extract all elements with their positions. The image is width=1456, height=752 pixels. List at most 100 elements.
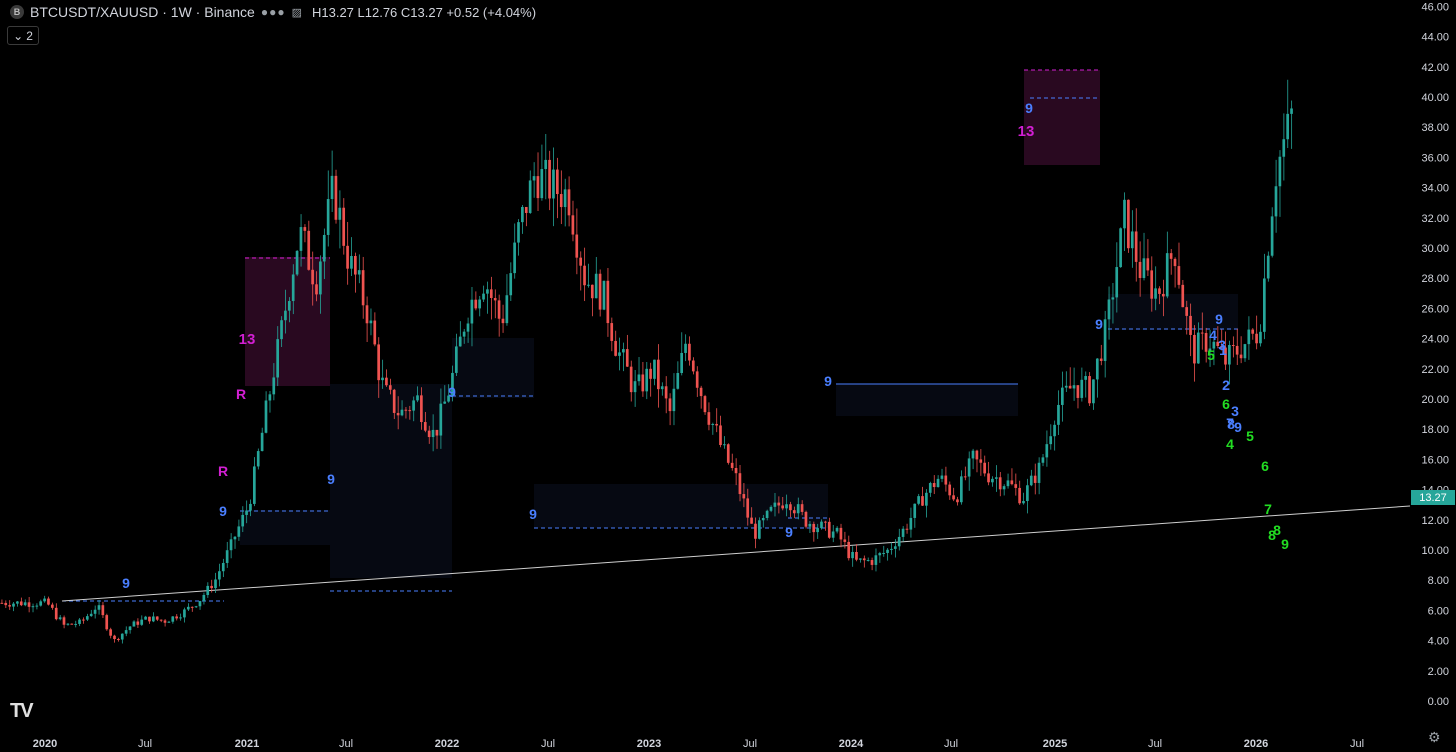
candle-body <box>1165 253 1169 297</box>
more-options-icon[interactable]: ●●● <box>260 5 286 19</box>
tradingview-logo-icon[interactable]: TV <box>10 700 34 722</box>
symbol-box[interactable]: B BTCUSDT/XAUUSD · 1W · Binance ●●● ▨ <box>6 4 306 20</box>
candle-body <box>1231 345 1235 347</box>
td-label: 9 <box>824 373 832 389</box>
candle-body <box>925 492 928 506</box>
candle-body <box>152 616 155 622</box>
candle-body <box>1092 379 1095 404</box>
gear-icon[interactable]: ⚙ <box>1428 729 1441 745</box>
candle-body <box>758 520 761 539</box>
visibility-icon[interactable]: ▨ <box>291 6 302 19</box>
td-label: 9 <box>1215 311 1223 327</box>
y-tick-label: 42.00 <box>1421 62 1449 74</box>
x-tick-label: 2020 <box>33 738 57 750</box>
candle-body <box>225 550 229 563</box>
td-zone <box>330 384 452 578</box>
candle-body <box>132 621 136 627</box>
candle-body <box>812 523 816 533</box>
td-label: 9 <box>1025 100 1033 116</box>
td-label: R <box>236 386 246 402</box>
candle-body <box>1146 258 1150 271</box>
candle-body <box>1189 315 1192 335</box>
candle-body <box>660 386 664 390</box>
candle-body <box>882 552 885 554</box>
candle-body <box>967 458 971 477</box>
symbol-title[interactable]: BTCUSDT/XAUUSD · 1W · Binance <box>30 4 255 20</box>
candle-body <box>944 475 948 485</box>
candle-body <box>478 299 481 309</box>
td-label: 7 <box>1226 415 1234 431</box>
candle-body <box>27 602 31 607</box>
y-tick-label: 8.00 <box>1428 575 1449 587</box>
candle-body <box>1111 297 1115 300</box>
candle-body <box>645 368 649 392</box>
candle-body <box>948 484 952 496</box>
x-tick-label: Jul <box>138 738 152 750</box>
candle-body <box>618 352 621 356</box>
candle-body <box>998 477 1002 490</box>
candle-body <box>1107 299 1111 320</box>
candle-body <box>575 234 579 258</box>
td-label: 9 <box>529 506 537 522</box>
candle-body <box>1212 341 1216 349</box>
y-tick-label: 32.00 <box>1421 213 1449 225</box>
candle-body <box>299 227 303 251</box>
candle-body <box>19 601 23 606</box>
candle-body <box>148 616 151 622</box>
candle-body <box>171 616 175 622</box>
candle-body <box>466 323 470 332</box>
candle-body <box>653 359 656 379</box>
candle-body <box>831 531 835 538</box>
candle-body <box>723 444 726 446</box>
candle-body <box>1270 216 1274 256</box>
td-label: 5 <box>1246 428 1254 444</box>
y-tick-label: 4.00 <box>1428 636 1449 648</box>
candle-body <box>994 477 998 479</box>
candle-body <box>237 526 241 537</box>
y-tick-label: 22.00 <box>1421 364 1449 376</box>
candle-body <box>155 616 159 620</box>
y-tick-label: 20.00 <box>1421 394 1449 406</box>
candle-body <box>377 344 380 381</box>
price-axis[interactable]: 0.002.004.006.008.0010.0012.0014.0016.00… <box>1421 1 1449 708</box>
candle-body <box>1278 156 1282 187</box>
td-label: 1 <box>1219 342 1227 358</box>
candle-body <box>1061 387 1064 405</box>
candle-body <box>893 546 897 549</box>
candle-body <box>427 430 431 438</box>
candle-body <box>206 585 210 595</box>
candle-body <box>847 541 851 559</box>
candle-body <box>1099 358 1103 361</box>
candle-body <box>462 331 466 337</box>
candle-body <box>1266 255 1270 279</box>
candle-body <box>43 598 46 602</box>
x-tick-label: 2021 <box>235 738 259 750</box>
candle-body <box>361 270 365 306</box>
candle-body <box>625 349 629 367</box>
time-axis[interactable]: 2020 Jul 2021 Jul 2022 Jul 2023 Jul 2024 Jul 2025 J… <box>33 738 1364 750</box>
candle-body <box>233 536 237 540</box>
candle-body <box>280 320 283 340</box>
candle-body <box>315 284 318 295</box>
candle-body <box>128 626 132 631</box>
candle-body <box>451 372 454 396</box>
indicator-collapse-button[interactable]: ⌄ 2 <box>7 26 39 45</box>
candle-body <box>796 504 800 514</box>
candle-body <box>1185 307 1188 316</box>
y-tick-label: 34.00 <box>1421 183 1449 195</box>
td-label: 4 <box>1226 436 1234 452</box>
candle-body <box>824 521 827 523</box>
y-tick-label: 38.00 <box>1421 122 1449 134</box>
candle-body <box>649 368 652 379</box>
candle-body <box>1084 376 1087 380</box>
td-label: 4 <box>1209 327 1217 343</box>
td-zone <box>452 338 534 398</box>
candle-body <box>1255 333 1258 344</box>
trendline[interactable] <box>61 505 1411 602</box>
candle-body <box>1119 228 1122 268</box>
y-tick-label: 12.00 <box>1421 515 1449 527</box>
chevron-down-icon: ⌄ <box>13 28 24 43</box>
candle-body <box>855 551 858 560</box>
td-label: 9 <box>1234 419 1242 435</box>
